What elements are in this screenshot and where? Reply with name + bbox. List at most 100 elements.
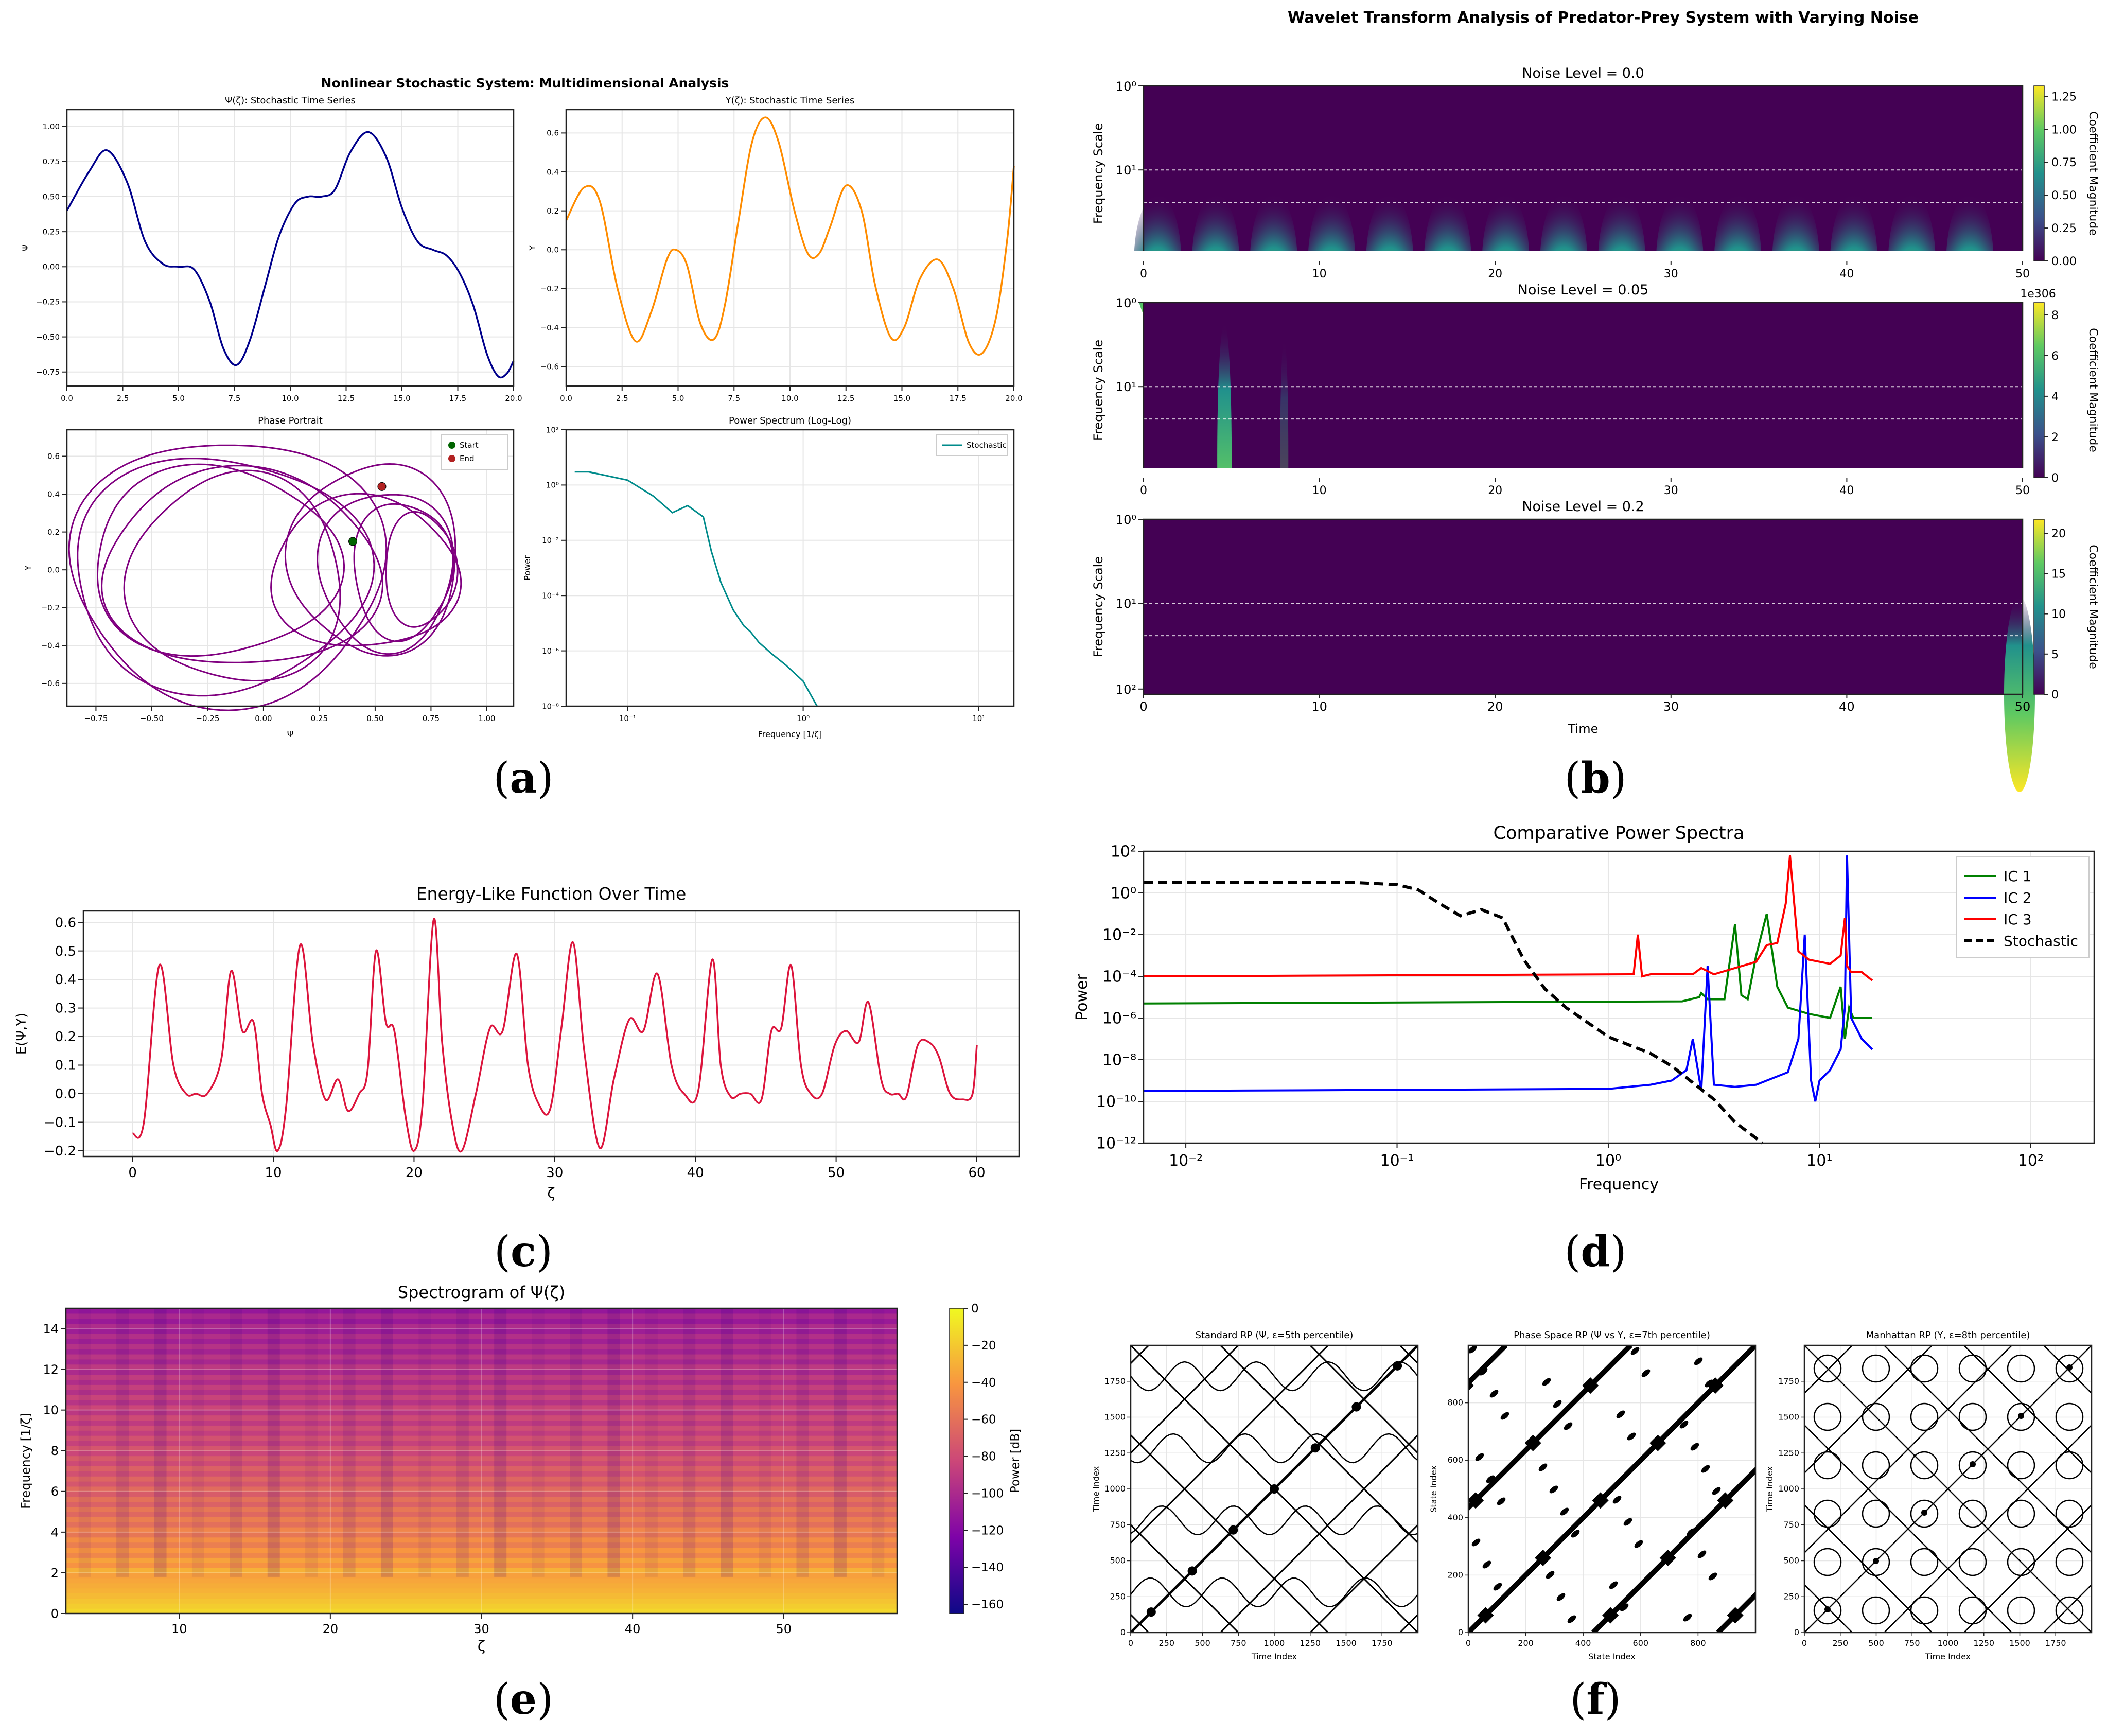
f-rp1-star [1717,1492,1734,1509]
f-rp1-star [1602,1607,1619,1624]
f-rp1-diagonal-band [1468,1345,1632,1512]
e-spectrogram-band [66,1496,897,1502]
f-rp2-xtick-label: 750 [1904,1638,1920,1648]
a-psi-xtick-label: 15.0 [393,394,410,403]
a-upsilon-ytick-label: 0.4 [547,167,559,177]
panel-label-paren-open: ( [1564,754,1581,803]
d-xtick-label: 10² [2018,1152,2044,1170]
f-rp0-node [1228,1525,1238,1535]
f-rp1-ytick-label: 600 [1447,1455,1463,1465]
a-phase-ytick-label: −0.2 [41,603,60,612]
e-spectrogram-band [66,1563,897,1568]
f-rp1-star [1524,1434,1541,1451]
a-phase-xtick-label: −0.25 [196,714,219,723]
a-psi-ytick-label: 0.50 [43,192,60,201]
a-upsilon-ytick-label: 0.6 [547,129,559,138]
f-rp1-fragment [1493,1583,1502,1591]
e-spectrogram-band [66,1572,897,1579]
a-psi-ytick-label: −0.75 [36,367,60,377]
a-spectrum-ytick-label: 10⁻⁶ [542,646,559,656]
panel-label-paren-close: ) [537,754,554,803]
e-spectrogram-band [66,1491,897,1497]
f-rp2-title: Manhattan RP (Υ, ε=8th percentile) [1866,1330,2030,1341]
f-rp0-ytick-label: 1000 [1104,1484,1126,1494]
a-phase-xtick-label: 0.25 [311,714,328,723]
f-rp2-loop [2055,1402,2084,1431]
e-spectrogram-texture [570,1308,583,1577]
f-rp2-loop [1958,1596,1987,1625]
d-ytick-label: 10⁰ [1111,885,1136,903]
b-noise2-ytick-label: 10² [1116,682,1136,697]
f-rp1-star [1649,1434,1666,1451]
f-rp1-fragment [1546,1571,1555,1579]
a-psi-ytick-label: 0.25 [43,227,60,236]
a-phase-trajectory [97,463,345,657]
e-spectrogram-texture [154,1308,167,1577]
f-rp1-xlabel: State Index [1588,1652,1635,1661]
a-upsilon-xtick-label: 5.0 [672,394,684,403]
c-energy-ytick-label: −0.2 [44,1144,76,1159]
e-spectrogram-band [66,1532,897,1538]
f-rp2-ytick-label: 1750 [1778,1376,1799,1386]
e-spectrogram-band [66,1608,897,1614]
c-energy-xtick-label: 30 [546,1165,563,1181]
e-xtick-label: 50 [776,1622,792,1636]
e-spectrogram-band [66,1527,897,1533]
e-spectrogram-texture [305,1308,318,1577]
e-ytick-label: 10 [43,1403,59,1417]
e-spectrogram-band [66,1379,897,1385]
f-rp1-ylabel: State Index [1429,1465,1438,1512]
e-spectrogram-band [66,1486,897,1492]
f-rp1-xtick-label: 600 [1633,1638,1649,1648]
b-noise2-cbar-tick-label: 15 [2051,568,2066,581]
e-cbar-tick-label: −60 [971,1413,996,1427]
panel-label-letter: c [511,1227,536,1276]
c-energy-ytick-label: 0.6 [55,915,76,931]
e-spectrogram-band [66,1440,897,1446]
f-rp2-antidiagonal [1804,1424,2012,1633]
f-rp1-fragment [1468,1345,1477,1354]
b-xtick-label: 30 [1663,699,1679,714]
f-rp1-fragment [1567,1615,1576,1623]
a-spectrum-legend-label: Stochastic [967,441,1007,450]
e-spectrogram-band [66,1328,897,1335]
f-rp1-fragment [1641,1369,1651,1377]
e-spectrogram-band [66,1349,897,1355]
f-rp2-diagonal [1963,1504,2092,1633]
f-rp1-fragment [1500,1412,1509,1420]
b-xtick-label-inner: 10 [1312,484,1327,497]
f-rp2-loop [2007,1596,2035,1625]
b-noise0-ylabel: Frequency Scale [1091,123,1105,224]
a-phase-legend-label: Start [460,441,479,450]
b-suptitle: Wavelet Transform Analysis of Predator-P… [1288,9,1919,27]
b-xtick-label-inner: 0 [1140,268,1147,280]
f-rp2-node [2066,1364,2073,1371]
a-upsilon-xtick-label: 2.5 [616,394,628,403]
a-spectrum-ytick-label: 10⁰ [546,481,559,490]
f-rp1-fragment [1571,1530,1580,1538]
a-phase-xtick-label: 0.75 [423,714,440,723]
f-rp2-loop [1813,1354,1842,1383]
f-rp2-loop [1813,1596,1842,1625]
e-spectrogram-band [66,1456,897,1462]
f-rp1-xtick-label: 200 [1518,1638,1534,1648]
f-rp0-ytick-label: 1250 [1104,1448,1126,1458]
f-rp0-xtick-label: 250 [1158,1638,1174,1648]
e-spectrogram-band [66,1374,897,1380]
e-spectrogram-band [66,1466,897,1471]
f-rp1-fragment [1553,1400,1562,1408]
b-noise1-ylabel: Frequency Scale [1091,340,1105,441]
d-xtick-label: 10⁰ [1595,1152,1621,1170]
f-rp1-star [1727,1607,1744,1624]
e-spectrogram-band [66,1415,897,1421]
f-rp0-xlabel: Time Index [1251,1652,1297,1661]
d-xlabel: Frequency [1579,1176,1659,1194]
c-energy-title: Energy-Like Function Over Time [416,884,687,904]
e-cbar-tick-label: −120 [971,1524,1004,1537]
a-phase-marker-start [348,537,358,546]
b-noise1-heatmap-bg [1144,303,2023,478]
f-rp1-star [1477,1607,1494,1624]
b-xtick-label: 50 [2015,699,2031,714]
a-upsilon-title: Υ(ζ): Stochastic Time Series [725,95,855,106]
d-series-ic-2 [1143,855,1873,1102]
